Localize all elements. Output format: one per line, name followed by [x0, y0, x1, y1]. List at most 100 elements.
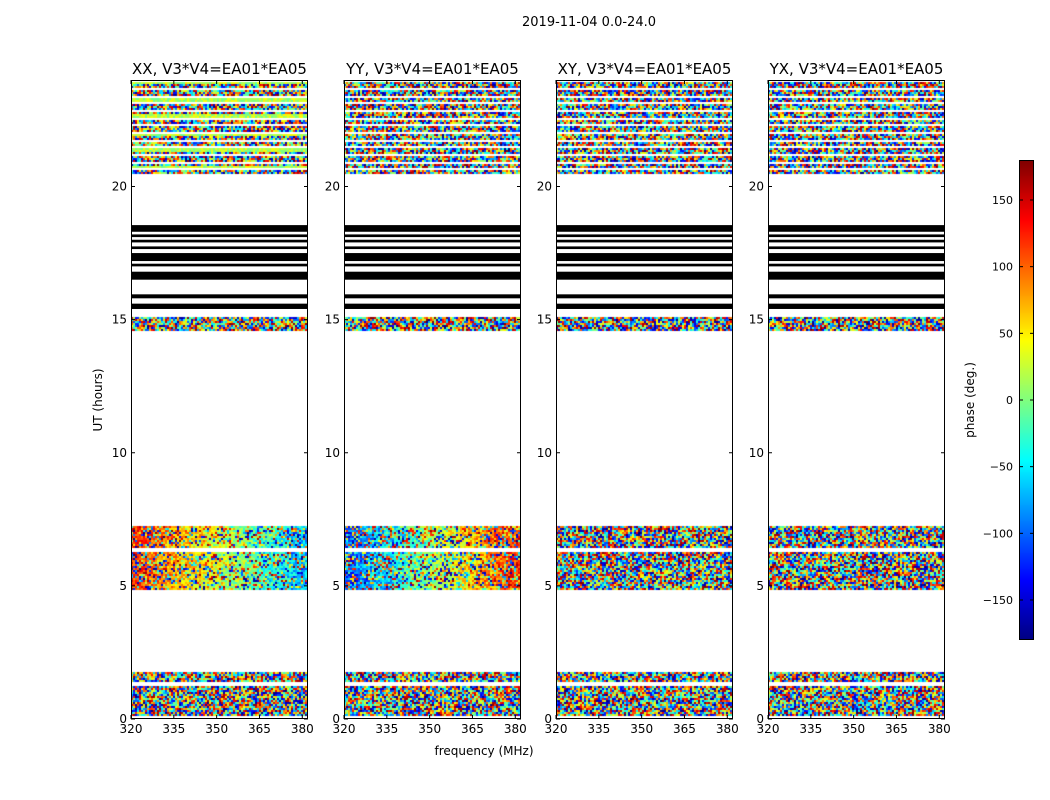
flagged-band: [131, 271, 308, 280]
flagged-band: [768, 239, 945, 243]
x-tick-label: 335: [375, 722, 398, 736]
flagged-band: [344, 234, 521, 238]
y-tick-label: 20: [112, 180, 127, 194]
flagged-band: [768, 246, 945, 250]
heatmap-image: [131, 80, 308, 719]
x-tick-label: 320: [545, 722, 568, 736]
flagged-band: [556, 303, 733, 309]
y-tick-label: 5: [756, 579, 764, 593]
flagged-band: [768, 253, 945, 262]
y-tick-label: 10: [537, 446, 552, 460]
flagged-band: [131, 294, 308, 299]
y-tick-label: 0: [119, 712, 127, 726]
colorbar-tick-label: 150: [992, 194, 1013, 207]
y-tick-label: 15: [325, 313, 340, 327]
x-tick-label: 380: [716, 722, 739, 736]
x-tick-label: 350: [630, 722, 653, 736]
colorbar: 150 100 50 0 −50 −100 −150: [983, 160, 1034, 640]
y-tick-label: 15: [749, 313, 764, 327]
x-tick-label: 365: [461, 722, 484, 736]
colorbar-tick-label: 50: [999, 327, 1013, 340]
x-tick-label: 335: [799, 722, 822, 736]
x-tick-label: 365: [248, 722, 271, 736]
y-tick-label: 10: [325, 446, 340, 460]
x-tick-label: 320: [333, 722, 356, 736]
y-tick-label: 0: [544, 712, 552, 726]
flagged-band: [768, 303, 945, 309]
y-tick-label: 5: [119, 579, 127, 593]
colorbar-label: phase (deg.): [963, 362, 977, 438]
x-tick-label: 365: [673, 722, 696, 736]
x-tick-label: 350: [205, 722, 228, 736]
flagged-band: [344, 239, 521, 243]
panel-title: YX, V3*V4=EA01*EA05: [769, 60, 944, 78]
panel-frame: [768, 80, 945, 719]
flagged-band: [556, 253, 733, 262]
x-tick-label: 335: [587, 722, 610, 736]
x-tick-label: 365: [885, 722, 908, 736]
heatmap-image: [556, 80, 733, 719]
flagged-band: [344, 225, 521, 232]
y-tick-label: 15: [537, 313, 552, 327]
panel-title: XX, V3*V4=EA01*EA05: [132, 60, 307, 78]
flagged-band: [768, 234, 945, 238]
panel-frame: [344, 80, 521, 719]
flagged-band: [131, 303, 308, 309]
y-tick-label: 20: [749, 180, 764, 194]
colorbar-tick-label: −150: [983, 594, 1013, 607]
y-tick-label: 10: [749, 446, 764, 460]
flagged-band: [556, 271, 733, 280]
flagged-band: [768, 225, 945, 232]
flagged-band: [131, 263, 308, 267]
y-axis-label: UT (hours): [91, 368, 105, 431]
y-tick-label: 10: [112, 446, 127, 460]
panel-title: YY, V3*V4=EA01*EA05: [345, 60, 519, 78]
flagged-band: [131, 234, 308, 238]
heatmap-image: [344, 80, 521, 719]
flagged-band: [556, 239, 733, 243]
flagged-band: [556, 246, 733, 250]
flagged-band: [131, 246, 308, 250]
y-tick-label: 5: [544, 579, 552, 593]
flagged-band: [131, 239, 308, 243]
y-tick-label: 20: [325, 180, 340, 194]
flagged-band: [556, 263, 733, 267]
x-tick-label: 350: [842, 722, 865, 736]
flagged-band: [556, 234, 733, 238]
colorbar-gradient: [1019, 160, 1034, 640]
flagged-band: [344, 294, 521, 299]
heatmap-image: [768, 80, 945, 719]
flagged-band: [344, 303, 521, 309]
y-tick-label: 20: [537, 180, 552, 194]
x-tick-label: 380: [291, 722, 314, 736]
flagged-band: [131, 253, 308, 262]
panel-title: XY, V3*V4=EA01*EA05: [558, 60, 732, 78]
panel-xy: XY, V3*V4=EA01*EA05 320 335 350 365 380 0 5 10 15…: [537, 60, 739, 736]
y-tick-label: 5: [332, 579, 340, 593]
x-tick-label: 335: [162, 722, 185, 736]
y-tick-label: 0: [756, 712, 764, 726]
flagged-band: [768, 294, 945, 299]
x-tick-label: 320: [120, 722, 143, 736]
panel-frame: [131, 80, 308, 719]
panel-frame: [556, 80, 733, 719]
panels: XX, V3*V4=EA01*EA05 320 335 350 365 380 0 5 10 15…: [112, 60, 951, 736]
y-tick-label: 15: [112, 313, 127, 327]
colorbar-tick-label: −50: [990, 461, 1013, 474]
flagged-band: [556, 294, 733, 299]
panel-yy: YY, V3*V4=EA01*EA05 320 335 350 365 380 0 5 10 15…: [325, 60, 527, 736]
x-tick-label: 380: [928, 722, 951, 736]
flagged-band: [344, 246, 521, 250]
x-tick-label: 380: [504, 722, 527, 736]
flagged-band: [131, 225, 308, 232]
colorbar-tick-label: −100: [983, 527, 1013, 540]
flagged-band: [768, 263, 945, 267]
x-tick-label: 350: [418, 722, 441, 736]
colorbar-tick-label: 100: [992, 261, 1013, 274]
flagged-band: [768, 271, 945, 280]
figure-suptitle: 2019-11-04 0.0-24.0: [522, 15, 656, 30]
flagged-band: [344, 271, 521, 280]
y-tick-label: 0: [332, 712, 340, 726]
x-tick-label: 320: [757, 722, 780, 736]
